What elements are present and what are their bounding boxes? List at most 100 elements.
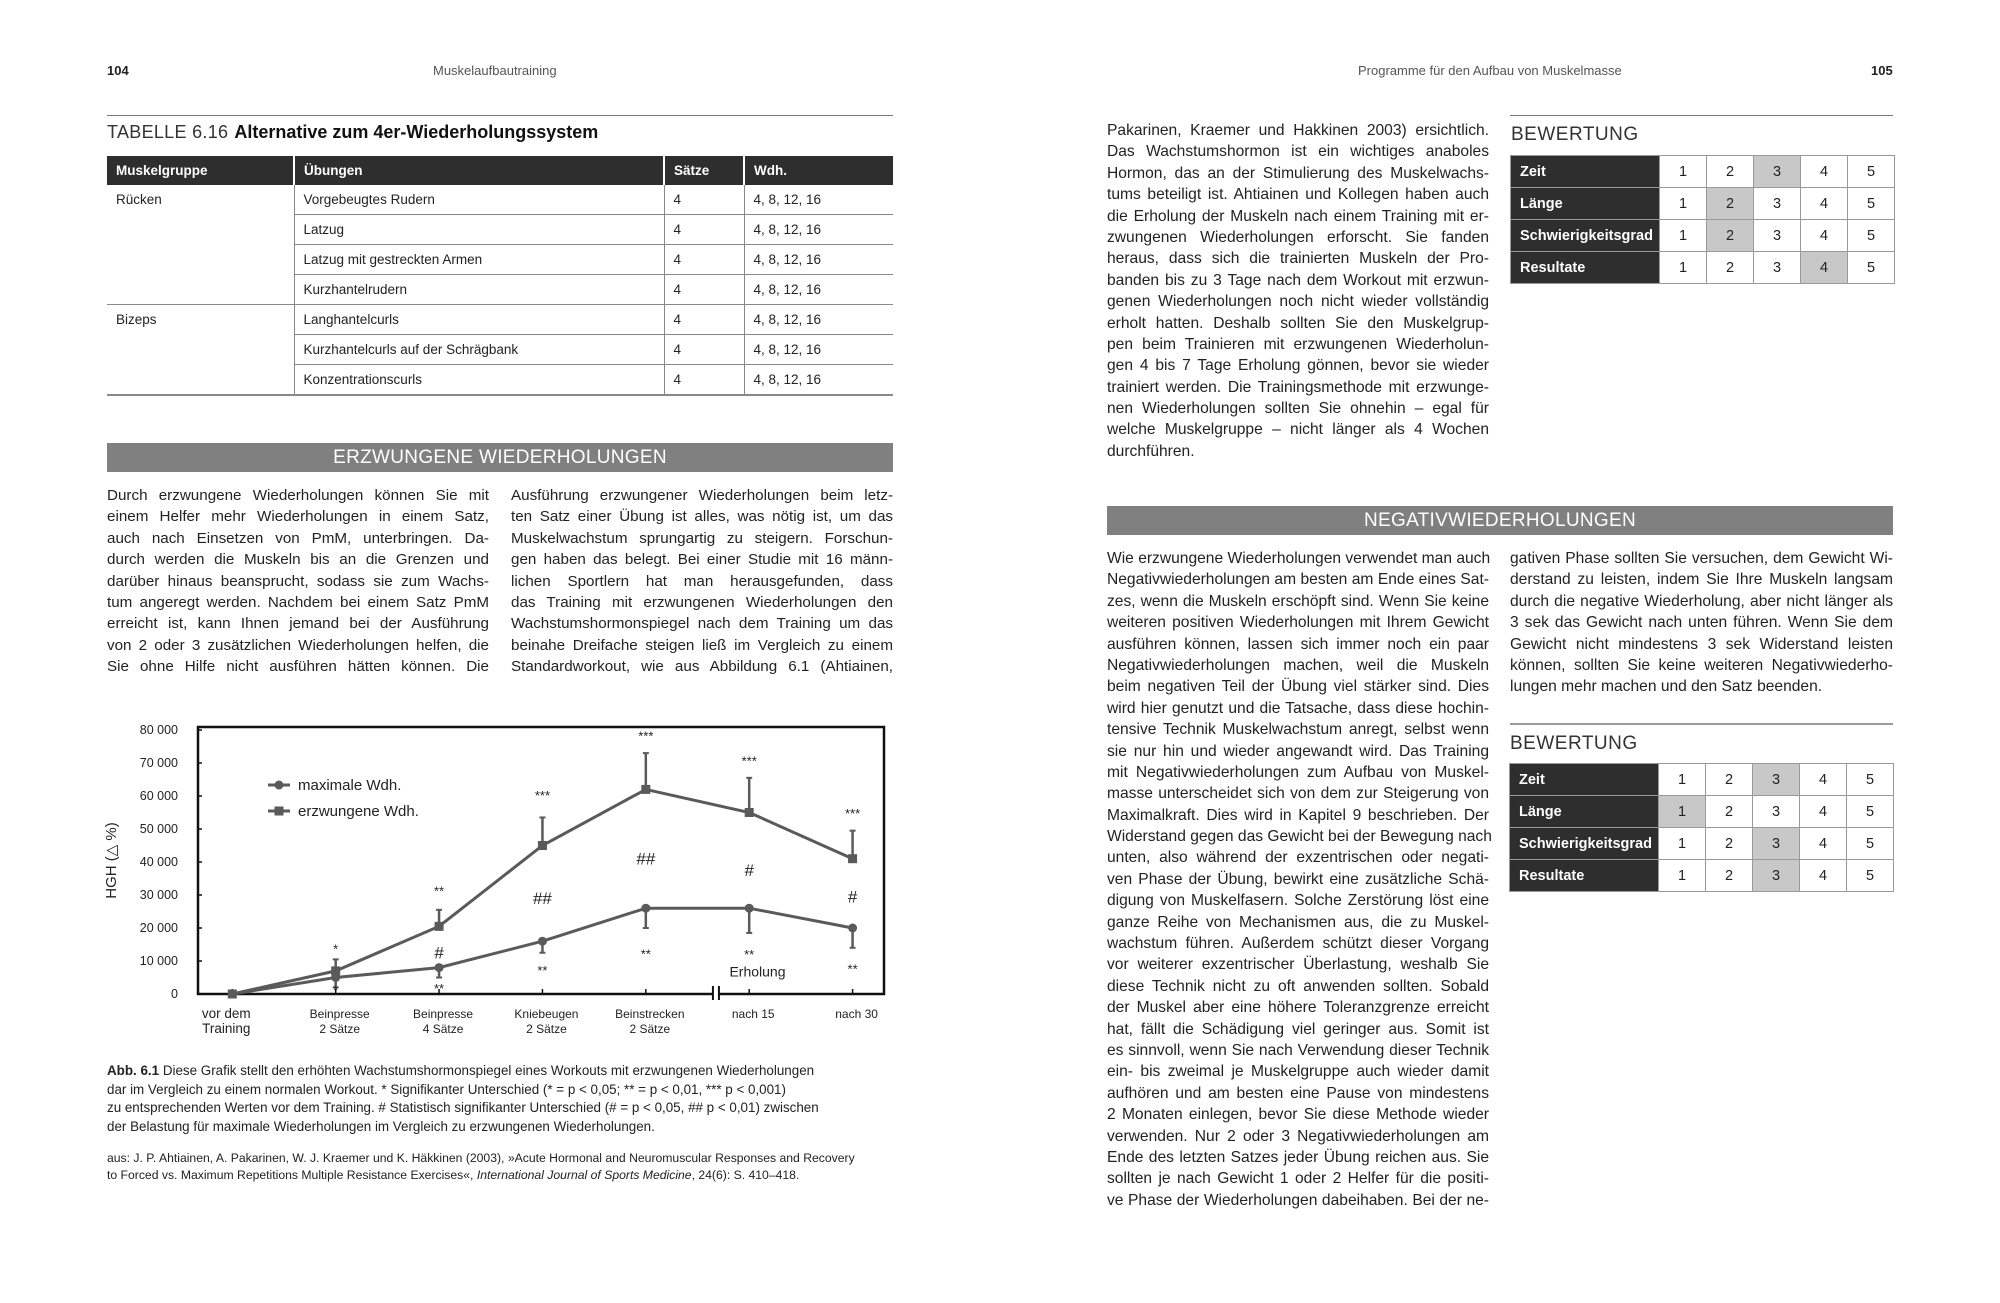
- text-line: ven Phase der Übung, bewirkt eine zusätz…: [1107, 870, 1489, 888]
- rating-cell: 2: [1705, 859, 1753, 892]
- body-column: gativen Phase sollten Sie versuchen, dem…: [1510, 548, 1893, 698]
- text-line: welche Muskelgruppe – nicht länger als 4…: [1107, 421, 1489, 439]
- table-row: Konzentrationscurls 4 4, 8, 12, 16: [107, 364, 893, 396]
- rating-cell: 4: [1799, 795, 1847, 828]
- rating-title: BEWERTUNG: [1511, 124, 1639, 145]
- rating-label: Resultate: [1510, 251, 1660, 284]
- running-head-left: Muskelaufbautraining: [433, 63, 557, 78]
- divider: [1510, 115, 1893, 116]
- rating-row: Resultate 1 2 3 4 5: [1509, 859, 1894, 892]
- rating-cell: 3: [1753, 251, 1801, 284]
- cell-exercise: Latzug mit gestreckten Armen: [293, 244, 664, 275]
- rating-cell: 3: [1753, 219, 1801, 252]
- text-line: digung von Muskelfasern. Solche Zerstöru…: [1107, 892, 1489, 910]
- x-tick-label: 2 Sätze: [319, 1022, 360, 1036]
- text-line: 2 Monaten einlegen, bevor Sie diese Meth…: [1107, 1106, 1489, 1124]
- x-tick-label: Beinstrecken: [615, 1007, 684, 1021]
- text-line: Muskelwachstum sprungartig zu steigern. …: [511, 529, 893, 547]
- text-line: darüber hinaus beansprucht, sodass sie z…: [107, 572, 489, 590]
- table-row: Rücken Vorgebeugtes Rudern 4 4, 8, 12, 16: [107, 185, 893, 305]
- rating-table: Zeit 1 2 3 4 5 Länge 1 2 3 4 5 Schwierigkeitsgrad 1 2 3…: [1510, 155, 1895, 284]
- section-title-negativ: NEGATIVWIEDERHOLUNGEN: [1107, 506, 1893, 535]
- text-line: masse unterscheidet sich von dem zur Ste…: [1107, 785, 1489, 803]
- rating-cell: 2: [1706, 155, 1754, 188]
- y-tick-label: 30 000: [140, 888, 178, 902]
- rating-cell: 2: [1705, 763, 1753, 796]
- text-line: trainiert werden. Die Trainingsmethode m…: [1107, 378, 1489, 396]
- figure-label: Abb. 6.1: [107, 1063, 160, 1078]
- data-point: [537, 841, 547, 850]
- rating-cell: 5: [1846, 763, 1894, 796]
- cell-sets: 4: [663, 304, 744, 335]
- rating-table: Zeit 1 2 3 4 5 Länge 1 2 3 4 5 Schwierigkeitsgrad 1 2 3…: [1509, 763, 1894, 892]
- data-point: [744, 808, 754, 817]
- table-number: TABELLE 6.16: [107, 122, 229, 142]
- annotation: *: [333, 941, 338, 956]
- table-title: TABELLE 6.16 Alternative zum 4er-Wiederho…: [107, 122, 598, 143]
- body-column: Durch erzwungene Wiederholungen können S…: [107, 485, 489, 678]
- legend-label: erzwungene Wdh.: [298, 803, 419, 820]
- rating-label: Länge: [1509, 795, 1659, 828]
- y-tick-label: 20 000: [140, 921, 178, 935]
- cell-exercise: Kurzhantelrudern: [293, 274, 664, 305]
- text-line: durch werden die Muskeln bis an die Gren…: [107, 551, 489, 569]
- y-tick-label: 40 000: [140, 855, 178, 869]
- x-tick-label: nach 30: [835, 1007, 878, 1021]
- divider: [1510, 723, 1893, 725]
- running-head-right: Programme für den Aufbau von Muskelmasse: [1358, 63, 1622, 78]
- plot-frame: [196, 725, 886, 996]
- figure-source: aus: J. P. Ahtiainen, A. Pakarinen, W. J…: [107, 1150, 855, 1184]
- cell-muscle-group: Bizeps: [107, 304, 294, 396]
- annotation: Erholung: [729, 964, 785, 980]
- rating-cell: 4: [1799, 859, 1847, 892]
- text-line: die Erholung der Muskeln nach einem Trai…: [1107, 207, 1489, 225]
- x-tick-label: 2 Sätze: [526, 1022, 567, 1036]
- y-tick-label: 0: [171, 987, 178, 1001]
- text-line: nen Wiederholungen sollten Sie ohnehin –…: [1107, 400, 1489, 418]
- source-line: , 24(6): S. 410–418.: [691, 1168, 800, 1182]
- column-header: Übungen: [294, 156, 665, 185]
- text-line: ganze Reihe von Mechanismen aus, die zu …: [1107, 913, 1489, 931]
- rating-cell-selected: 3: [1753, 155, 1801, 188]
- annotation: **: [537, 963, 547, 978]
- cell-sets: 4: [663, 274, 744, 305]
- data-point: [848, 854, 858, 864]
- text-line: Das Wachstumshormon ist ein wichtiges an…: [1107, 143, 1489, 161]
- y-axis-label: HGH (△ %): [103, 822, 120, 899]
- cell-muscle-group: Rücken: [107, 185, 294, 305]
- text-line: derstand zu leisten, indem Sie Ihre Musk…: [1510, 571, 1893, 589]
- data-point: [227, 989, 237, 999]
- page-number-left: 104: [107, 63, 129, 78]
- legend-marker: [274, 806, 284, 816]
- annotation: #: [744, 861, 754, 880]
- text-line: wachstum führen. Außerdem schützt dieser…: [1107, 935, 1489, 953]
- text-line: es sinnvoll, wenn Sie nach Verwendung di…: [1107, 1041, 1489, 1059]
- text-line: Ende des letzten Satzes jeder Übung reic…: [1107, 1148, 1489, 1166]
- rating-cell: 5: [1846, 859, 1894, 892]
- caption-line: Diese Grafik stellt den erhöhten Wachstu…: [162, 1063, 815, 1078]
- rating-cell: 5: [1847, 251, 1895, 284]
- rating-cell-selected: 2: [1706, 219, 1754, 252]
- annotation: **: [848, 961, 858, 976]
- annotation: **: [434, 981, 444, 996]
- rating-label: Zeit: [1509, 763, 1659, 796]
- text-line: 3 sek das Gewicht nach unten führen. Wen…: [1510, 614, 1893, 632]
- divider: [107, 115, 893, 116]
- annotation: ***: [845, 806, 860, 821]
- rating-cell: 1: [1659, 187, 1707, 220]
- annotation: ***: [535, 788, 550, 803]
- data-point: [848, 923, 858, 933]
- text-line: ve Phase der Wiederholungen dabeihaben. …: [1107, 1191, 1489, 1209]
- rating-cell-selected: 3: [1752, 827, 1800, 860]
- text-line: genen Wiederholungen noch nicht wieder v…: [1107, 293, 1489, 311]
- text-line: erholt hatten. Deshalb sollten Sie den M…: [1107, 314, 1489, 332]
- annotation: ##: [533, 889, 552, 908]
- y-tick-label: 10 000: [140, 954, 178, 968]
- data-point: [744, 903, 754, 913]
- x-tick-label: Kniebeugen: [514, 1007, 578, 1021]
- text-line: tensive Technik Muskelwachstum anregt, s…: [1107, 721, 1489, 739]
- rating-label: Länge: [1510, 187, 1660, 220]
- data-point: [641, 903, 651, 913]
- cell-exercise: Kurzhantelcurls auf der Schrägbank: [293, 334, 664, 365]
- text-line: gativen Phase sollten Sie versuchen, dem…: [1510, 550, 1893, 567]
